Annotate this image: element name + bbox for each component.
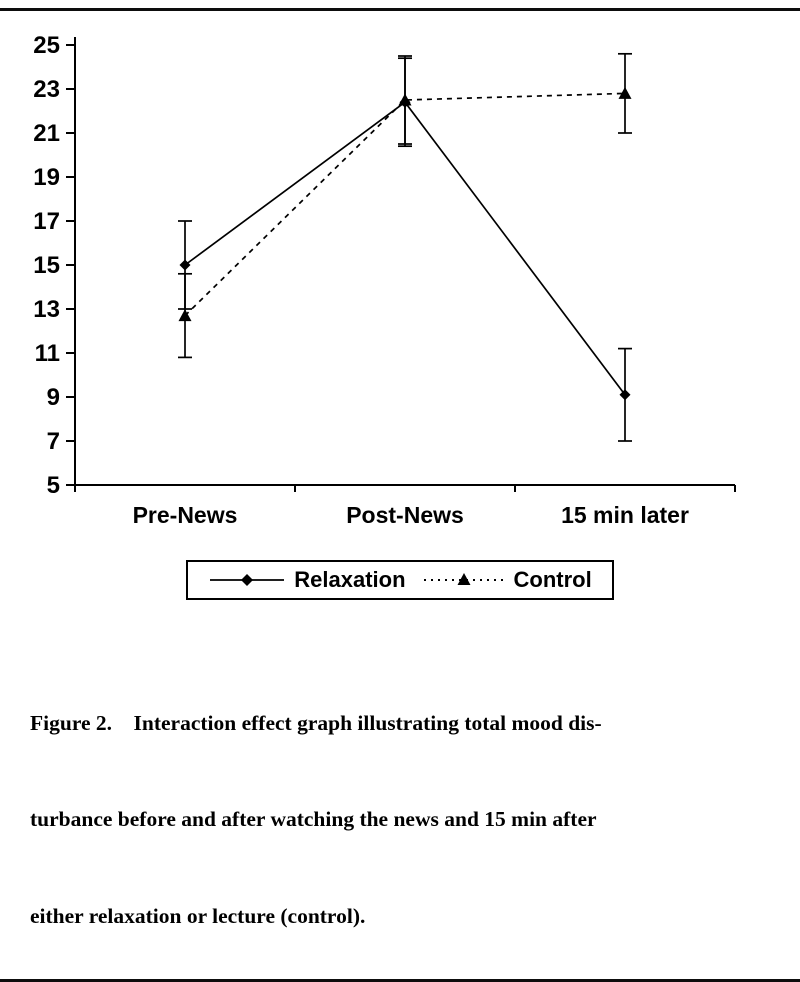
marker-diamond — [619, 389, 631, 401]
y-tick-label: 11 — [35, 340, 60, 367]
y-tick-label: 17 — [33, 208, 60, 235]
legend-box: Relaxation Control — [186, 560, 614, 600]
caption-line-3: either relaxation or lecture (control). — [30, 904, 366, 928]
legend-item-relaxation: Relaxation — [208, 567, 406, 593]
legend-label-control: Control — [513, 567, 592, 592]
relaxation-line-sample-icon — [210, 574, 285, 586]
legend-item-control: Control — [422, 567, 592, 593]
figure-caption: Figure 2. Interaction effect graph illus… — [30, 642, 770, 965]
y-tick-label: 9 — [47, 384, 60, 411]
y-tick-label: 25 — [33, 32, 60, 59]
series-control — [178, 52, 632, 359]
bottom-rule — [0, 978, 800, 982]
control-line-sample-icon — [423, 573, 504, 585]
x-category-label: 15 min later — [561, 502, 689, 528]
legend-label-relaxation: Relaxation — [294, 567, 406, 592]
y-tick-label: 19 — [33, 164, 60, 191]
caption-line-1: Figure 2. Interaction effect graph illus… — [30, 710, 602, 735]
marker-triangle — [398, 93, 412, 106]
y-tick-label: 21 — [33, 120, 60, 147]
x-category-label: Pre-News — [133, 502, 238, 528]
marker-diamond — [179, 259, 191, 271]
y-tick-label: 7 — [47, 428, 60, 455]
legend: Relaxation Control — [0, 560, 800, 600]
marker-triangle — [618, 86, 632, 99]
x-category-label: Post-News — [346, 502, 464, 528]
marker-triangle — [178, 309, 192, 322]
series-line — [184, 92, 626, 317]
top-rule — [0, 8, 800, 11]
chart-svg: 5 7 9 11 13 15 17 19 21 23 25 Pre-News Post-News 15 m… — [33, 32, 736, 528]
axes: 5 7 9 11 13 15 17 19 21 23 25 Pre-News Post-News 15 m… — [33, 32, 736, 528]
y-tick-label: 23 — [33, 76, 60, 103]
y-tick-label: 5 — [47, 472, 60, 499]
caption-line-2: turbance before and after watching the n… — [30, 807, 597, 832]
figure-chart: 5 7 9 11 13 15 17 19 21 23 25 Pre-News Post-News 15 m… — [0, 15, 800, 552]
y-tick-label: 13 — [33, 296, 60, 323]
y-tick-label: 15 — [33, 252, 60, 279]
